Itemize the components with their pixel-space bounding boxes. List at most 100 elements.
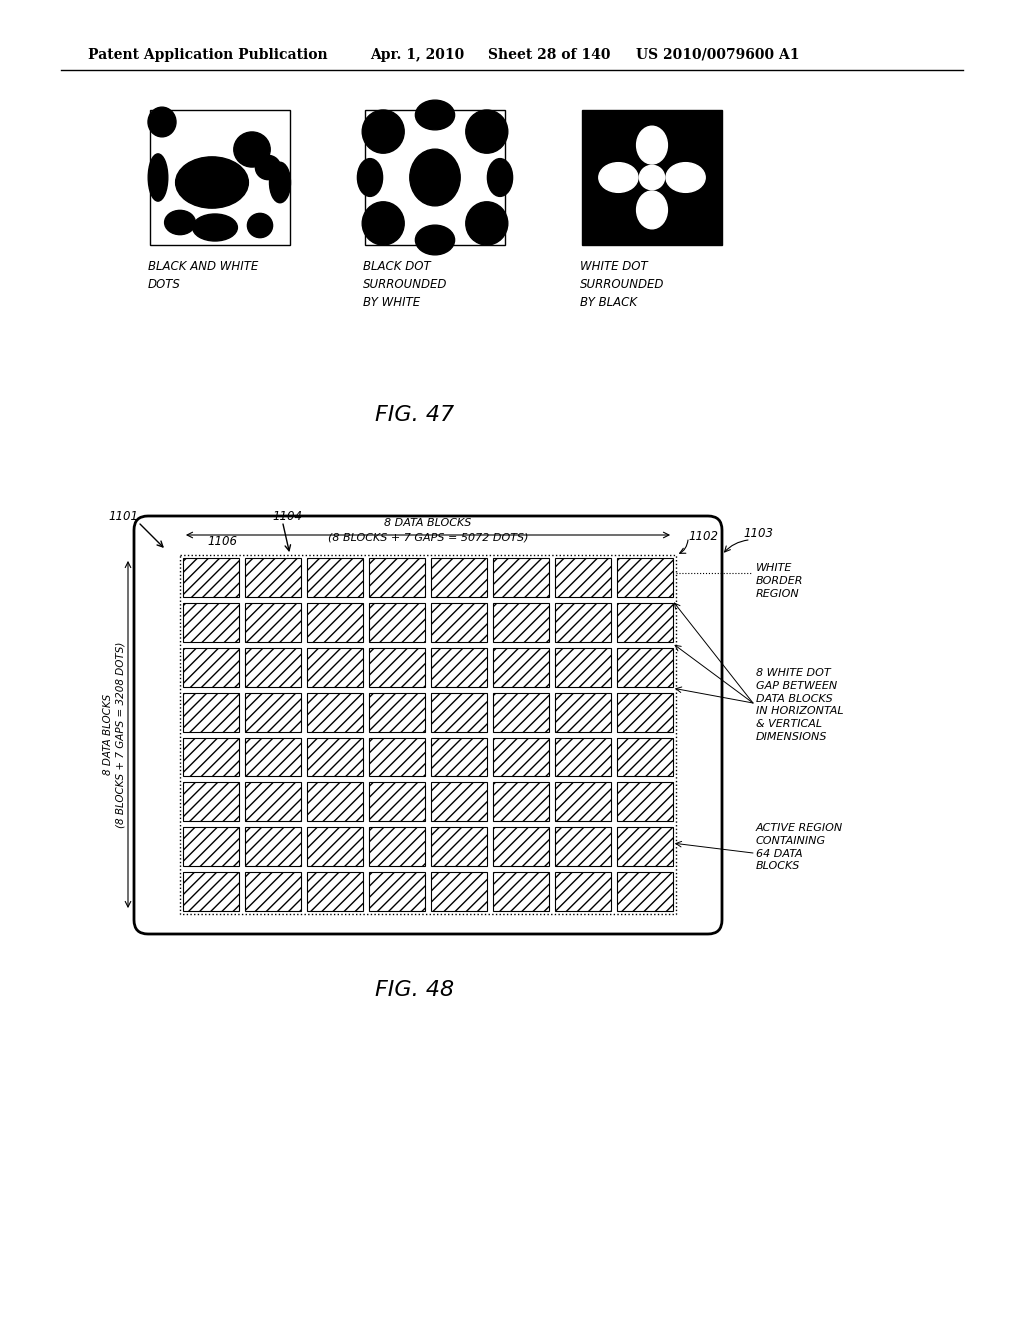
Bar [431,873,487,911]
Bar [245,558,301,597]
Bar [369,873,425,911]
Bar [617,603,673,642]
Bar [183,873,239,911]
FancyBboxPatch shape [134,516,722,935]
Bar [617,738,673,776]
Ellipse shape [362,110,404,153]
Bar [617,873,673,911]
Ellipse shape [357,158,383,197]
Ellipse shape [193,214,238,242]
Text: 1103: 1103 [743,527,773,540]
Ellipse shape [233,132,270,168]
Text: 8 DATA BLOCKS: 8 DATA BLOCKS [384,517,472,528]
Bar [369,828,425,866]
Bar [307,558,362,597]
Bar [307,783,362,821]
Bar [365,110,505,246]
Bar [369,648,425,686]
Bar [493,783,549,821]
Ellipse shape [637,191,668,228]
Bar [245,738,301,776]
Bar [431,828,487,866]
Bar [307,828,362,866]
Bar [617,828,673,866]
Bar [493,738,549,776]
Ellipse shape [599,162,638,193]
Bar [493,648,549,686]
Bar [493,603,549,642]
Bar [245,603,301,642]
Text: 1102: 1102 [688,531,718,543]
Ellipse shape [466,202,508,246]
Ellipse shape [637,127,668,164]
Bar [369,783,425,821]
Text: 1106: 1106 [207,535,237,548]
Bar [183,828,239,866]
Bar [493,828,549,866]
Bar [493,873,549,911]
Bar [245,693,301,731]
Ellipse shape [410,149,460,206]
Ellipse shape [416,226,455,255]
Bar [307,693,362,731]
Bar [431,558,487,597]
Ellipse shape [148,107,176,137]
Bar [493,693,549,731]
Text: FIG. 47: FIG. 47 [376,405,455,425]
Bar [183,648,239,686]
Bar [555,558,611,597]
Bar [369,603,425,642]
Text: WHITE
BORDER
REGION: WHITE BORDER REGION [756,564,804,599]
Bar [369,558,425,597]
Bar [369,693,425,731]
Text: 1104: 1104 [272,510,302,523]
Bar [307,873,362,911]
Ellipse shape [416,100,455,129]
Bar [555,603,611,642]
Ellipse shape [148,154,168,201]
Text: 1101: 1101 [108,510,138,523]
Bar [431,783,487,821]
Ellipse shape [487,158,513,197]
Bar [555,738,611,776]
Bar [555,648,611,686]
Bar [245,783,301,821]
Bar [183,693,239,731]
Bar [180,554,676,913]
Bar [493,558,549,597]
Ellipse shape [269,162,291,203]
Text: Patent Application Publication: Patent Application Publication [88,48,328,62]
Text: FIG. 48: FIG. 48 [376,979,455,1001]
Bar [183,783,239,821]
Bar [245,828,301,866]
Text: ACTIVE REGION
CONTAINING
64 DATA
BLOCKS: ACTIVE REGION CONTAINING 64 DATA BLOCKS [756,822,843,871]
Ellipse shape [666,162,706,193]
Bar [617,783,673,821]
Bar [431,738,487,776]
Bar [245,873,301,911]
Bar [245,648,301,686]
Bar [555,873,611,911]
Bar [369,738,425,776]
Bar [431,693,487,731]
Bar [431,603,487,642]
Bar [307,738,362,776]
Bar [183,738,239,776]
Text: US 2010/0079600 A1: US 2010/0079600 A1 [636,48,800,62]
Text: 8 DATA BLOCKS
(8 BLOCKS + 7 GAPS = 3208 DOTS): 8 DATA BLOCKS (8 BLOCKS + 7 GAPS = 3208 … [102,642,125,828]
Bar [183,558,239,597]
Bar [617,558,673,597]
Bar [555,828,611,866]
Bar [555,693,611,731]
Bar [431,648,487,686]
Bar [307,603,362,642]
Bar [582,110,722,246]
Text: BLACK AND WHITE
DOTS: BLACK AND WHITE DOTS [148,260,258,290]
Ellipse shape [175,157,249,209]
Ellipse shape [466,110,508,153]
Bar [617,693,673,731]
Bar [307,648,362,686]
Ellipse shape [255,156,281,180]
Text: WHITE DOT
SURROUNDED
BY BLACK: WHITE DOT SURROUNDED BY BLACK [580,260,665,309]
Ellipse shape [639,165,665,190]
